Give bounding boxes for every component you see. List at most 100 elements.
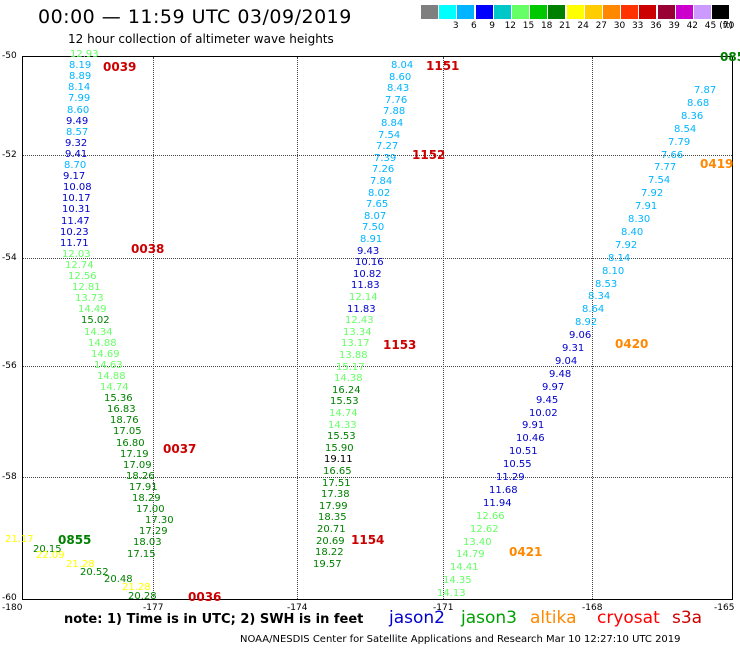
legend-label: 18 [540, 21, 553, 31]
swh-reading: 17.51 [322, 478, 351, 489]
swh-reading: 17.29 [139, 526, 168, 537]
swh-reading: 15.36 [104, 393, 133, 404]
swh-reading: 13.34 [343, 327, 372, 338]
legend-swatch [603, 5, 620, 19]
swh-reading: 12.03 [62, 249, 91, 260]
swh-reading: 8.34 [588, 291, 611, 302]
pass-time-label: 0039 [103, 60, 137, 74]
lat-gridline [23, 477, 732, 478]
legend-label: 12 [504, 21, 517, 31]
pass-time-label: 0419 [700, 157, 734, 171]
swh-reading: 14.88 [97, 371, 126, 382]
lon-gridline [443, 57, 444, 599]
swh-reading: 12.74 [65, 260, 94, 271]
swh-reading: 8.30 [628, 214, 651, 225]
swh-reading: 17.38 [321, 489, 350, 500]
swh-reading: 9.91 [522, 420, 545, 431]
pass-time-label: 0855 [58, 533, 92, 547]
swh-reading: 7.91 [635, 201, 658, 212]
swh-reading: 9.97 [542, 382, 565, 393]
legend-swatch [475, 5, 493, 19]
swh-reading: 12.93 [70, 49, 99, 60]
lat-tick-label: -52 [2, 150, 17, 160]
swh-reading: 12.56 [68, 271, 97, 282]
swh-reading: 8.92 [575, 317, 598, 328]
swh-reading: 15.17 [336, 362, 365, 373]
swh-reading: 8.91 [360, 234, 383, 245]
legend-label: 70 [722, 21, 735, 31]
swh-reading: 12.62 [470, 524, 499, 535]
legend-label: 3 [452, 21, 459, 31]
swh-reading: 14.79 [456, 549, 485, 560]
swh-reading: 9.31 [562, 343, 585, 354]
swh-reading: 8.54 [674, 124, 697, 135]
lat-tick-label: -60 [2, 593, 17, 603]
pass-time-label: 085 [720, 50, 740, 64]
lat-tick-label: -58 [2, 472, 17, 482]
legend-swatch [566, 5, 584, 19]
satellite-name: jason3 [461, 608, 517, 628]
swh-reading: 7.26 [372, 164, 395, 175]
swh-reading: 14.41 [450, 562, 479, 573]
swh-reading: 13.17 [341, 338, 370, 349]
legend-swatch [512, 5, 529, 19]
swh-reading: 10.08 [63, 182, 92, 193]
swh-reading: 7.77 [654, 162, 677, 173]
swh-reading: 8.68 [687, 98, 710, 109]
lat-gridline [23, 155, 732, 156]
swh-reading: 9.49 [66, 116, 89, 127]
footer-note: note: 1) Time is in UTC; 2) SWH is in fe… [64, 612, 364, 627]
legend-swatch [675, 5, 693, 19]
swh-reading: 17.19 [120, 449, 149, 460]
legend-unit: (ft) [719, 21, 733, 31]
swh-reading: 7.92 [641, 188, 664, 199]
legend-swatch [621, 5, 639, 19]
pass-time-label: 1152 [412, 148, 446, 162]
swh-reading: 10.31 [62, 204, 91, 215]
legend-label: 30 [613, 21, 626, 31]
swh-reading: 10.02 [529, 408, 558, 419]
swh-reading: 7.87 [694, 85, 717, 96]
swh-reading: 9.06 [569, 330, 592, 341]
swh-reading: 22.09 [36, 550, 65, 561]
swh-reading: 9.45 [536, 395, 559, 406]
swh-reading: 18.22 [315, 547, 344, 558]
swh-reading: 8.60 [67, 105, 90, 116]
swh-reading: 8.36 [681, 111, 704, 122]
swh-reading: 9.43 [357, 246, 380, 257]
swh-reading: 8.19 [69, 60, 92, 71]
map-frame [22, 56, 733, 600]
swh-reading: 13.88 [339, 350, 368, 361]
swh-reading: 8.07 [364, 211, 387, 222]
swh-reading: 7.54 [648, 175, 671, 186]
legend-swatch [457, 5, 475, 19]
swh-reading: 13.40 [463, 537, 492, 548]
swh-reading: 8.70 [64, 160, 87, 171]
swh-reading: 14.49 [78, 304, 107, 315]
swh-reading: 9.17 [63, 171, 86, 182]
swh-reading: 7.99 [68, 93, 91, 104]
swh-reading: 11.71 [60, 238, 89, 249]
legend-swatch [421, 5, 438, 19]
swh-reading: 12.66 [476, 511, 505, 522]
swh-reading: 8.89 [69, 71, 92, 82]
swh-reading: 17.30 [145, 515, 174, 526]
swh-reading: 10.23 [60, 227, 89, 238]
lat-tick-label: -54 [2, 253, 17, 263]
swh-reading: 14.33 [328, 420, 357, 431]
swh-reading: 12.43 [345, 315, 374, 326]
satellite-name: jason2 [389, 608, 445, 628]
swh-reading: 8.14 [68, 82, 91, 93]
satellite-name: altika [530, 608, 577, 628]
swh-reading: 8.14 [608, 253, 631, 264]
swh-reading: 9.41 [65, 149, 88, 160]
legend-label: 24 [577, 21, 589, 31]
swh-reading: 17.09 [123, 460, 152, 471]
swh-reading: 7.84 [370, 176, 393, 187]
swh-reading: 10.46 [516, 433, 545, 444]
legend-label: 15 [522, 21, 535, 31]
swh-reading: 16.80 [116, 438, 145, 449]
swh-reading: 8.57 [66, 127, 89, 138]
swh-reading: 14.13 [437, 588, 466, 599]
